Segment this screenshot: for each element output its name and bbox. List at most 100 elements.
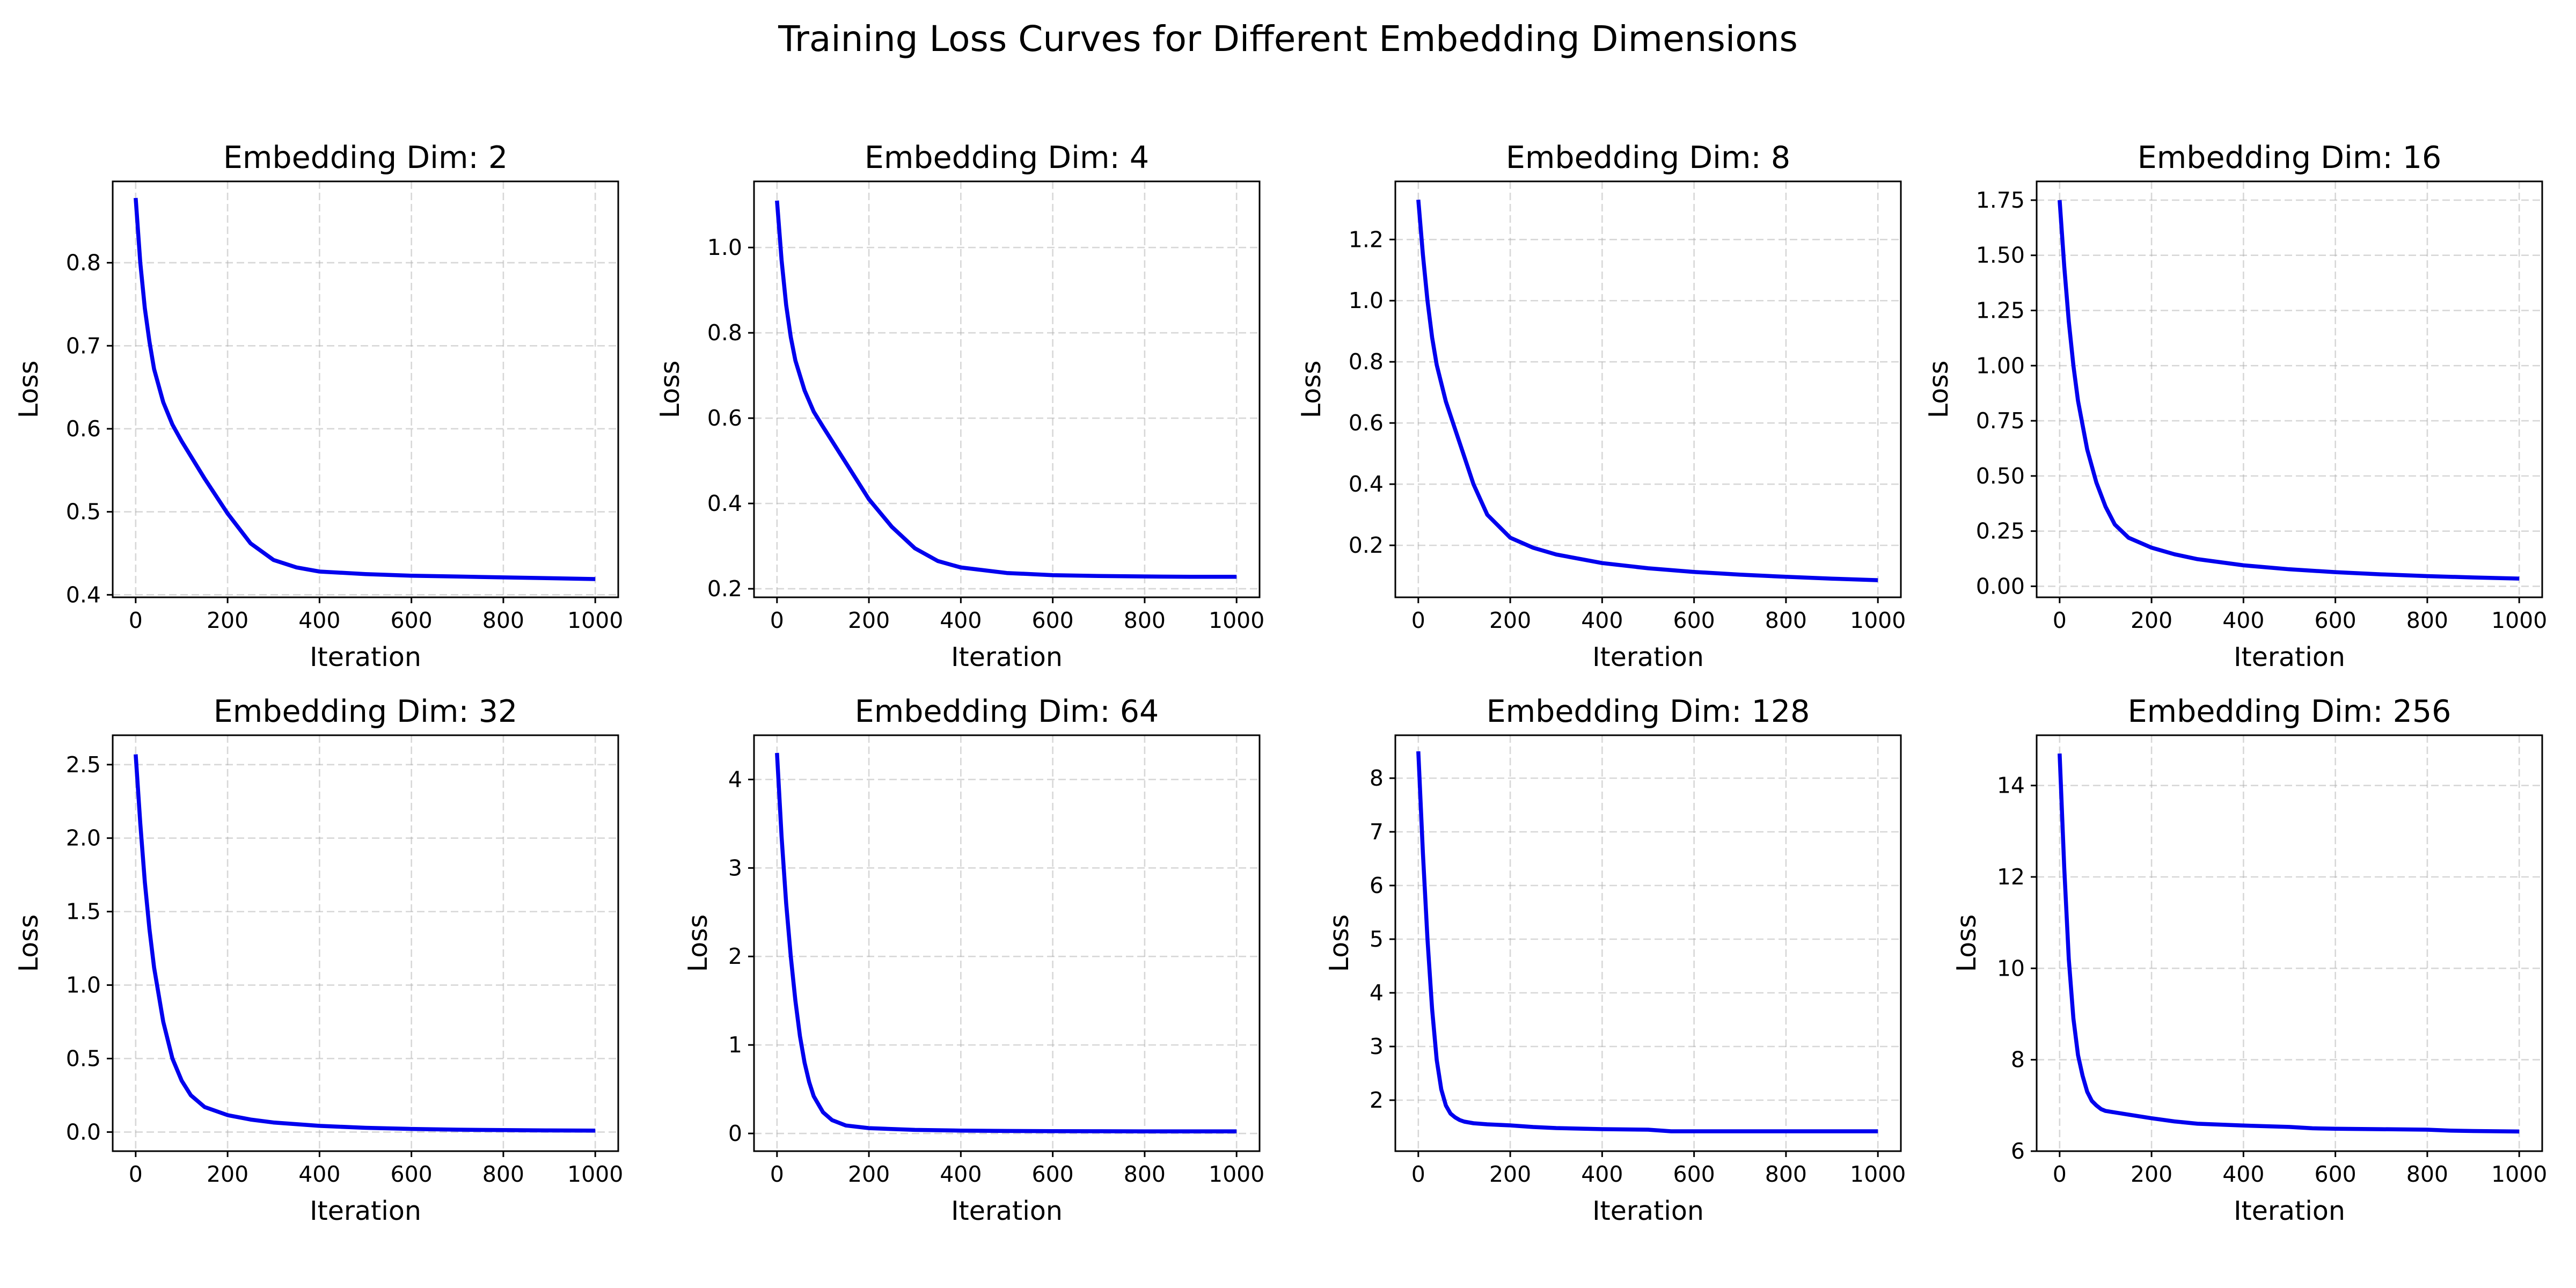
subplot-title: Embedding Dim: 64 [855,694,1159,729]
x-axis-label: Iteration [951,642,1063,672]
y-axis-label: Loss [13,914,44,972]
axes-frame [1394,180,1902,598]
subplot-title: Embedding Dim: 32 [214,694,518,729]
y-tick-label: 10 [1997,955,2025,981]
y-tick-label: 0.4 [707,491,742,516]
x-tick-label: 800 [1124,1161,1166,1187]
x-axis-label: Iteration [1592,1196,1704,1226]
subplot-4: 0 200 400 600 800 1000 0.00 0.25 0.50 0.75 1.00 1.2… [1923,140,2547,672]
x-tick-label: 400 [940,608,982,633]
figure-title: Training Loss Curves for Different Embed… [778,18,1798,60]
subplot-title: Embedding Dim: 256 [2128,694,2451,729]
x-axis-label: Iteration [310,1196,421,1226]
x-tick-label: 200 [2131,1161,2172,1187]
y-tick-label: 0.6 [66,416,101,442]
x-tick-label: 800 [1765,1161,1807,1187]
x-tick-label: 0 [770,1161,784,1187]
loss-curve [775,200,1237,579]
y-tick-label: 0.5 [66,1045,101,1071]
x-tick-label: 800 [1765,608,1807,633]
y-tick-label: 0.50 [1976,463,2025,489]
y-tick-label: 1 [728,1032,742,1058]
x-tick-label: 0 [2053,608,2067,633]
y-tick-label: 1.75 [1976,187,2025,213]
x-axis-label: Iteration [2234,1196,2345,1226]
loss-curve [134,754,596,1133]
x-tick-label: 200 [1489,1161,1531,1187]
y-tick-label: 0.2 [1349,532,1384,558]
axes-frame [1394,734,1902,1152]
y-tick-label: 0.6 [707,405,742,431]
x-tick-label: 800 [1124,608,1166,633]
y-tick-label: 1.0 [707,235,742,260]
axes-frame [753,180,1261,598]
loss-curve [134,197,596,581]
loss-curve [775,752,1237,1133]
y-axis-label: Loss [683,914,713,972]
plot-area [1395,735,1901,1151]
y-tick-label: 6 [2011,1138,2025,1164]
x-tick-label: 1000 [1209,1161,1264,1187]
y-tick-label: 0.8 [1349,349,1384,375]
y-tick-label: 8 [1370,765,1384,791]
y-axis-label: Loss [1296,361,1327,418]
plot-area [1395,181,1901,597]
y-tick-label: 0.6 [1349,410,1384,436]
y-tick-label: 2.5 [66,752,101,778]
y-tick-label: 0.2 [707,576,742,602]
y-tick-label: 4 [728,766,742,792]
y-tick-label: 0.00 [1976,573,2025,599]
y-tick-label: 0.0 [66,1119,101,1145]
x-tick-label: 1000 [567,608,623,633]
x-tick-label: 800 [2406,1161,2448,1187]
subplot-8: 0 200 400 600 800 1000 6 8 10 12 14 Embedding Dim: … [1951,694,2547,1226]
subplot-2: 0 200 400 600 800 1000 0.2 0.4 0.6 0.8 1.0 Embeddin… [655,140,1264,672]
y-tick-label: 1.50 [1976,243,2025,268]
x-tick-label: 1000 [2491,1161,2547,1187]
y-tick-label: 1.0 [66,972,101,998]
y-tick-label: 0.4 [1349,471,1384,497]
y-tick-label: 8 [2011,1047,2025,1073]
plot-area [113,735,618,1151]
axes-frame [2036,734,2543,1152]
subplot-7: 0 200 400 600 800 1000 2 3 4 5 6 7 8 Embedding Dim: 1… [1324,694,1906,1226]
loss-curve [2058,753,2520,1134]
x-tick-label: 200 [207,1161,248,1187]
axes-frame [112,180,619,598]
y-tick-label: 2.0 [66,825,101,851]
x-axis-label: Iteration [2234,642,2345,672]
x-axis-label: Iteration [1592,642,1704,672]
subplot-title: Embedding Dim: 8 [1506,140,1790,175]
y-tick-label: 0.8 [66,250,101,276]
x-tick-label: 600 [2315,1161,2357,1187]
subplot-6: 0 200 400 600 800 1000 0 1 2 3 4 Embedding Dim: 64 I… [683,694,1264,1226]
y-tick-label: 0.25 [1976,518,2025,544]
y-tick-label: 4 [1370,980,1384,1006]
x-tick-label: 0 [129,608,143,633]
plot-area [754,181,1260,597]
x-tick-label: 400 [2222,608,2264,633]
y-tick-label: 14 [1997,773,2025,799]
y-tick-label: 6 [1370,873,1384,898]
y-tick-label: 3 [728,855,742,881]
x-tick-label: 200 [207,608,248,633]
x-tick-label: 0 [1411,608,1425,633]
subplot-title: Embedding Dim: 4 [865,140,1149,175]
y-axis-label: Loss [655,361,685,418]
x-tick-label: 600 [1673,608,1715,633]
subplot-title: Embedding Dim: 16 [2138,140,2442,175]
subplot-grid: 0 200 400 600 800 10000.40.50.60.70.8Embeddin… [13,140,2547,1226]
loss-curve [2058,200,2520,581]
loss-curve [1416,199,1878,582]
x-tick-label: 0 [129,1161,143,1187]
subplot-1: 0 200 400 600 800 1000 0.4 0.5 0.6 0.7 0.8 Embeddin… [13,140,623,672]
y-tick-label: 12 [1997,864,2025,890]
y-tick-label: 0.75 [1976,408,2025,434]
loss-curve [1416,751,1878,1133]
x-tick-label: 600 [391,608,433,633]
subplot-5: 0 200 400 600 800 1000 0.0 0.5 1.0 1.5 2.0 2.5 Embed… [13,694,623,1226]
y-axis-label: Loss [1951,914,1982,972]
y-tick-label: 2 [1370,1087,1384,1113]
y-tick-label: 5 [1370,926,1384,952]
x-tick-label: 1000 [1850,608,1906,633]
